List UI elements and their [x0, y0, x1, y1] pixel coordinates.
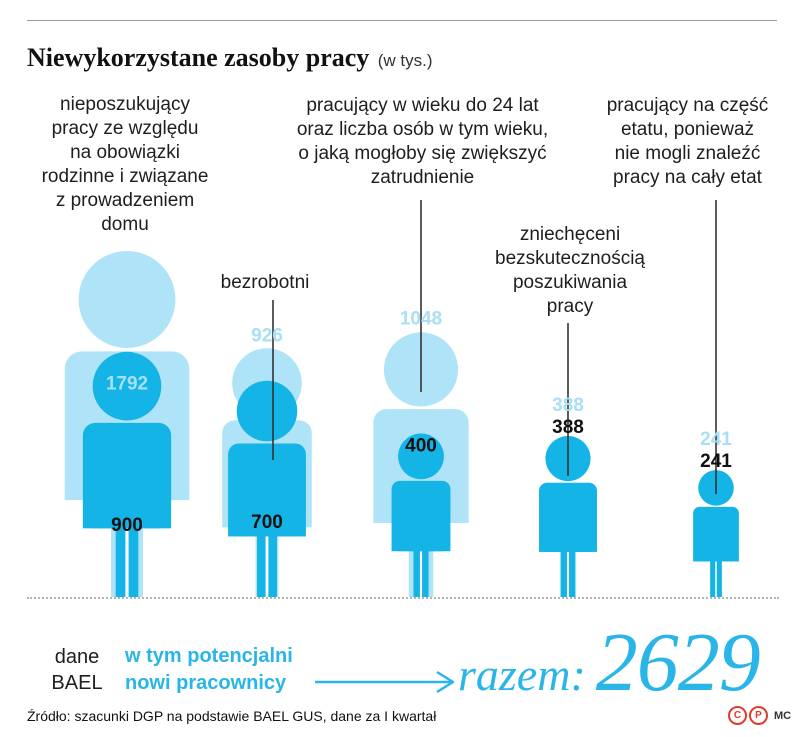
publisher-logo: C P MC	[728, 706, 791, 725]
new-workers-figure-family-duties	[82, 351, 172, 597]
category-label-unemployed: bezrobotni	[220, 272, 310, 293]
chart-unit: (w tys.)	[377, 51, 433, 70]
copyright-p-icon: P	[749, 706, 768, 725]
legend-new-workers: w tym potencjalni nowi pracownicy	[125, 645, 293, 694]
value-bael-part-time: 241	[700, 429, 732, 450]
baseline	[27, 597, 779, 599]
value-new-workers-family-duties: 900	[111, 515, 143, 536]
value-bael-family-duties: 1792	[106, 373, 148, 394]
category-label-youth: pracujący w wieku do 24 lat oraz liczba …	[296, 95, 549, 188]
new-workers-figure-youth	[391, 433, 451, 597]
new-workers-figure-part-time	[693, 470, 739, 597]
legend-bael: dane BAEL	[51, 646, 103, 694]
title-row: Niewykorzystane zasoby pracy (w tys.)	[27, 43, 433, 73]
category-label-part-time: pracujący na część etatu, ponieważ nie m…	[606, 95, 769, 188]
category-label-family-duties: nieposzukujący pracy ze względu na obowi…	[41, 94, 209, 235]
category-label-discouraged: zniechęceni bezskutecznością poszukiwani…	[495, 224, 645, 317]
total-value: 2629	[595, 616, 761, 709]
new-workers-figure-unemployed	[228, 380, 306, 597]
total: razem: 2629	[458, 614, 761, 711]
chart-title: Niewykorzystane zasoby pracy	[27, 43, 370, 72]
source-note: Źródło: szacunki DGP na podstawie BAEL G…	[27, 708, 437, 724]
total-arrow	[315, 670, 455, 694]
copyright-icon: C	[728, 706, 747, 725]
value-new-workers-unemployed: 700	[251, 512, 283, 533]
value-new-workers-part-time: 241	[700, 451, 732, 472]
value-bael-discouraged: 388	[552, 395, 584, 416]
value-bael-youth: 1048	[400, 308, 442, 329]
total-label: razem:	[458, 649, 586, 700]
author-initials: MC	[774, 709, 792, 722]
value-new-workers-discouraged: 388	[552, 417, 584, 438]
value-new-workers-youth: 400	[405, 435, 437, 456]
top-rule	[27, 20, 777, 21]
value-bael-unemployed: 926	[251, 325, 283, 346]
